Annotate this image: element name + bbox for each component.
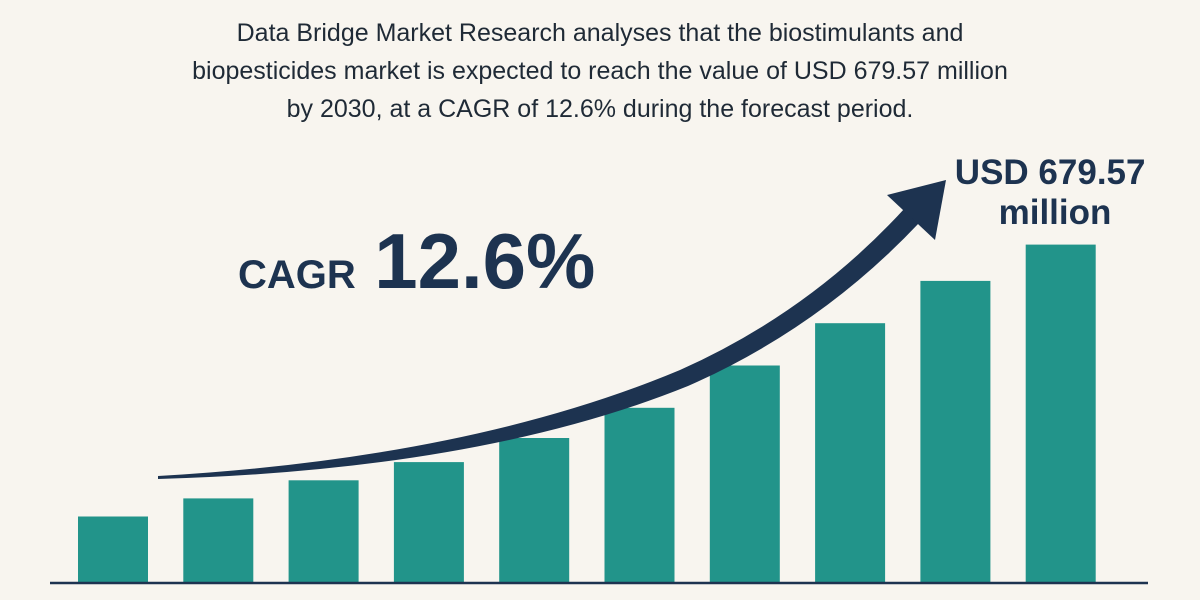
headline-line-2: biopesticides market is expected to reac…	[192, 57, 1008, 85]
bar-4	[393, 462, 464, 583]
cagr-value: 12.6%	[374, 217, 595, 305]
bar-6	[604, 407, 675, 583]
end-value-line-1: USD 679.57	[955, 153, 1146, 192]
headline-line-3: by 2030, at a CAGR of 12.6% during the f…	[286, 95, 914, 123]
bar-8	[815, 323, 886, 583]
bar-10	[1025, 244, 1096, 583]
growth-arrow-head	[887, 180, 946, 240]
headline-line-1: Data Bridge Market Research analyses tha…	[236, 19, 964, 47]
headline: Data Bridge Market Research analyses tha…	[120, 14, 1080, 128]
cagr-prefix: CAGR	[238, 253, 356, 297]
bar-7	[709, 365, 780, 583]
bar-3	[288, 480, 359, 583]
growth-arrow	[158, 208, 919, 479]
bar-5	[499, 438, 570, 583]
bar-2	[183, 498, 254, 583]
end-value-line-2: million	[999, 193, 1112, 232]
cagr-label: CAGR 12.6%	[238, 217, 595, 305]
bar-group	[78, 244, 1096, 583]
bar-1	[78, 516, 148, 583]
end-value-label: USD 679.57 million	[955, 153, 1155, 232]
bar-9	[920, 280, 991, 583]
